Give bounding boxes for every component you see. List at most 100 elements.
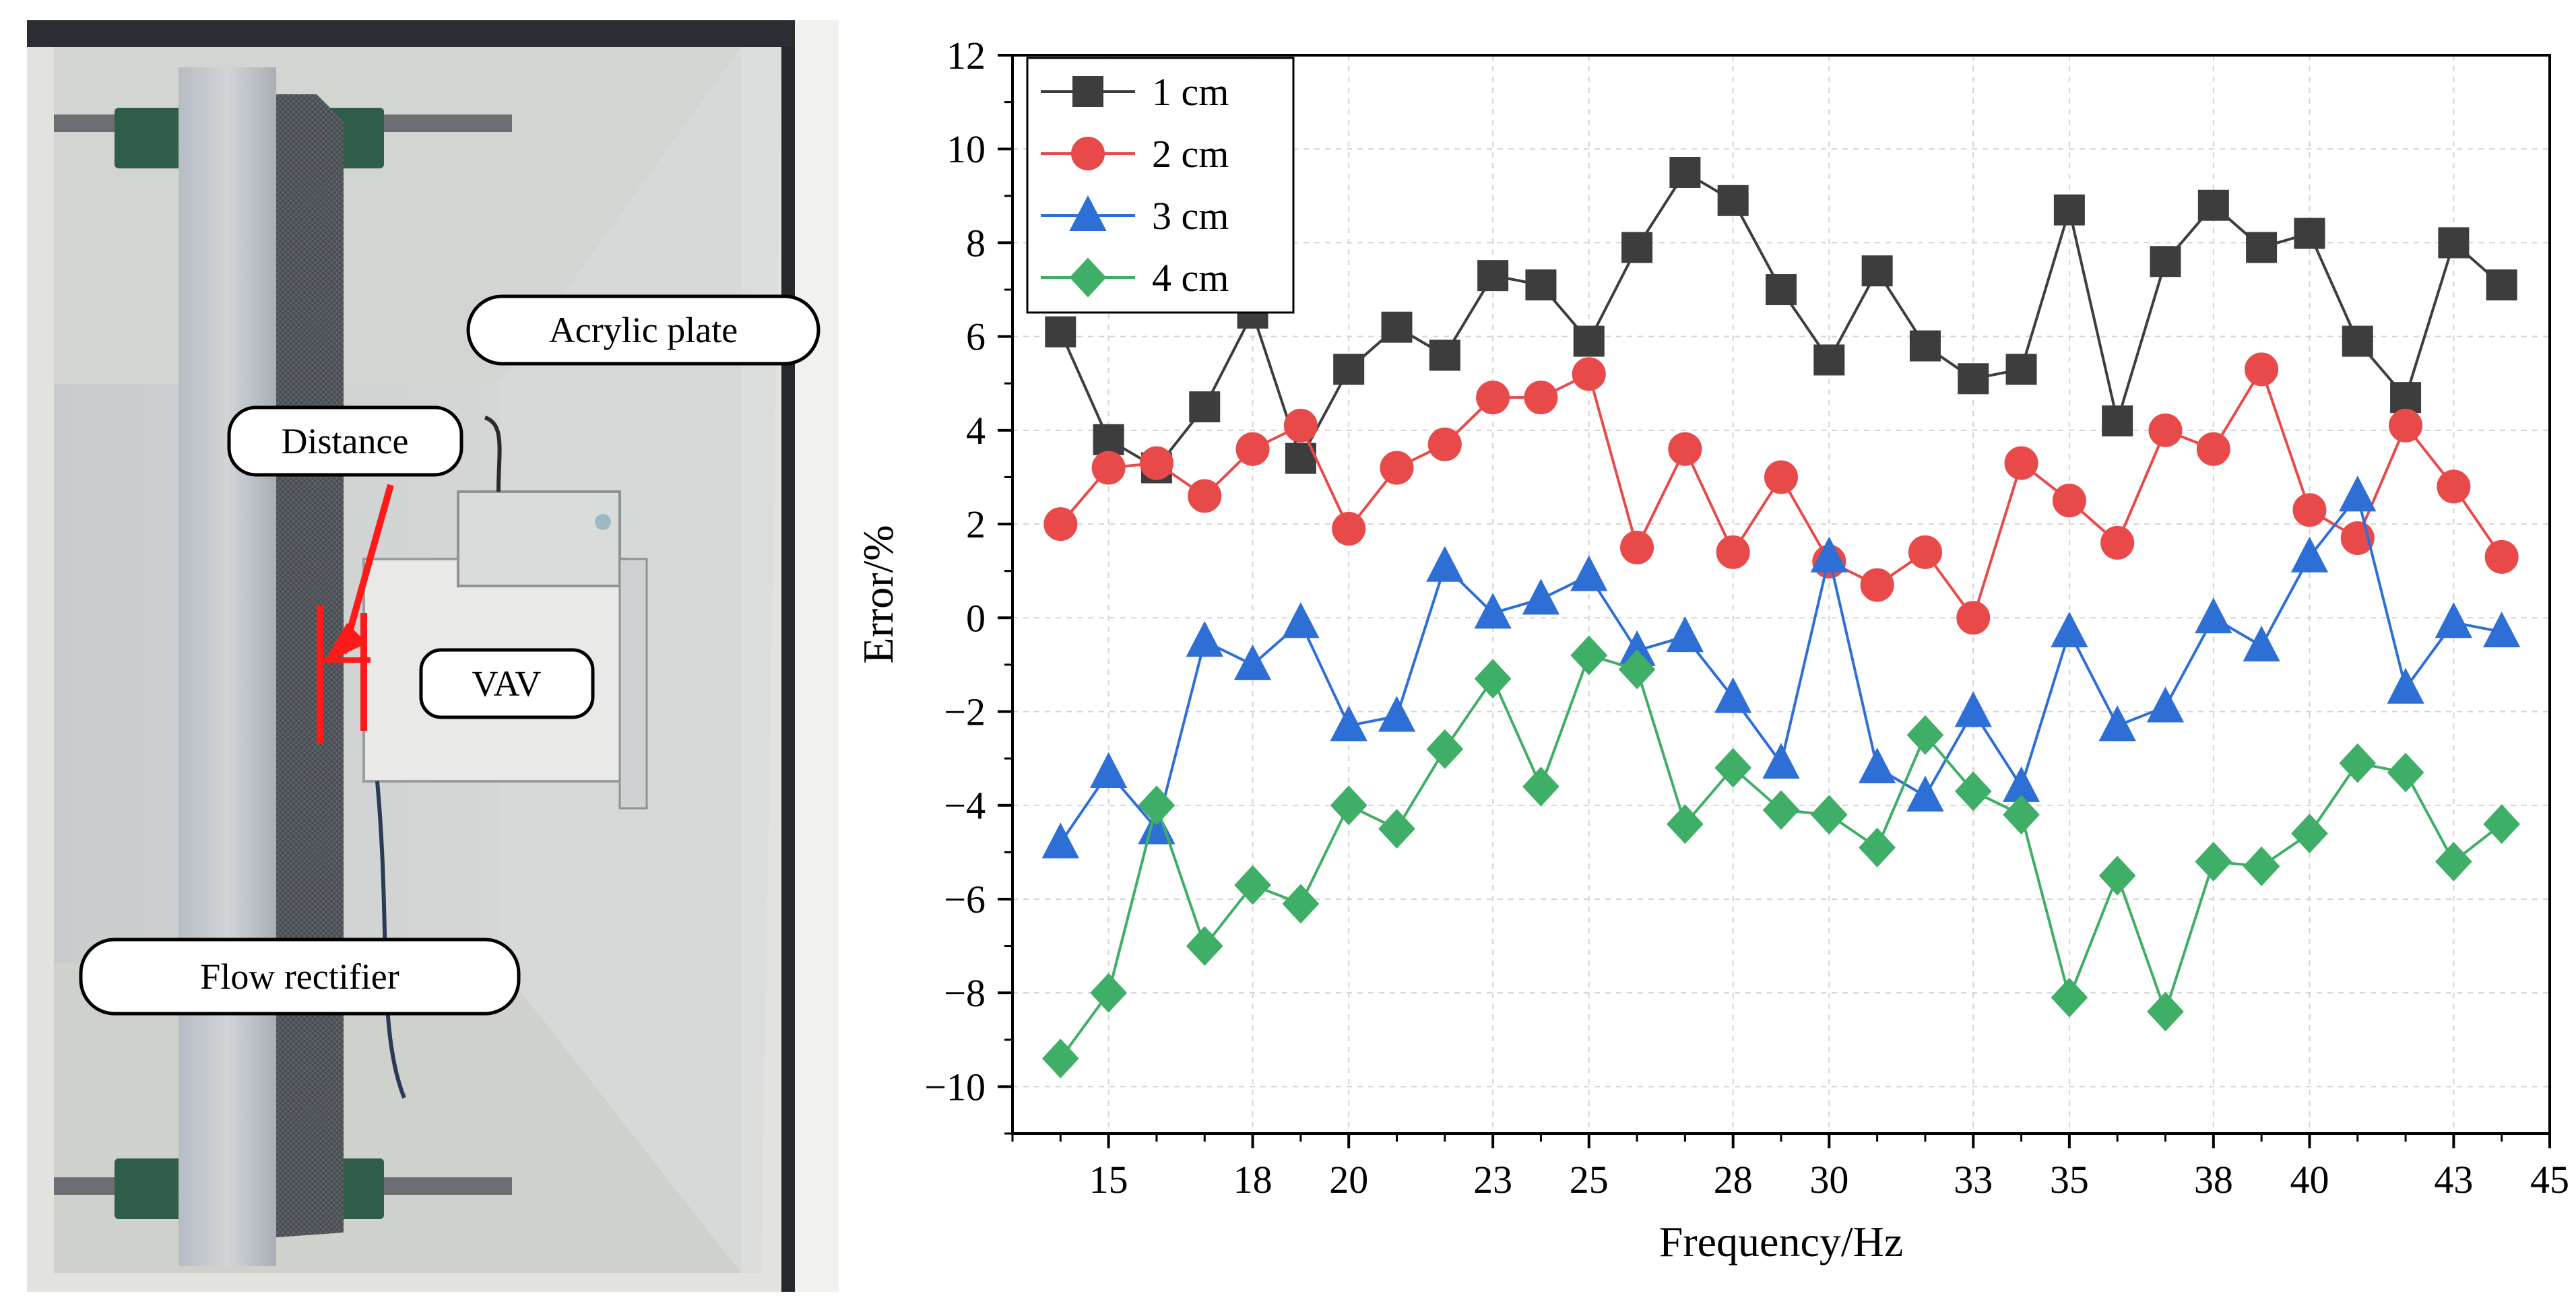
x-axis-label: Frequency/Hz	[1659, 1218, 1904, 1266]
data-point	[2195, 597, 2232, 634]
data-point	[2051, 977, 2088, 1018]
data-point	[1041, 822, 1079, 859]
y-tick-label: −6	[944, 878, 986, 921]
data-point	[2390, 382, 2422, 414]
data-point	[1090, 973, 1127, 1013]
vav-flange	[618, 558, 648, 810]
y-tick-label: 6	[966, 315, 986, 359]
data-point	[1522, 579, 1560, 615]
x-tick-label: 30	[1809, 1158, 1848, 1202]
data-point	[1570, 555, 1608, 591]
legend-marker	[1072, 76, 1103, 107]
data-point	[1282, 884, 1320, 924]
data-point	[1762, 742, 1800, 779]
legend-marker	[1069, 195, 1107, 231]
series-layer	[1041, 157, 2521, 1079]
data-point	[2098, 855, 2136, 896]
data-point	[1958, 363, 1989, 395]
data-point	[1618, 649, 1656, 690]
data-point	[1234, 865, 1271, 905]
svg-text:Flow rectifier: Flow rectifier	[200, 956, 399, 997]
series-2-cm	[1043, 352, 2519, 635]
legend-label: 3 cm	[1152, 194, 1229, 238]
data-point	[2290, 536, 2329, 572]
data-point	[2342, 325, 2373, 357]
legend-label: 4 cm	[1152, 256, 1229, 300]
data-point	[1714, 677, 1752, 713]
vav-indicator	[595, 514, 611, 530]
x-tick-label: 35	[2050, 1158, 2089, 1202]
label-vav: VAV	[419, 648, 595, 719]
data-point	[1235, 432, 1270, 466]
data-point	[1330, 785, 1367, 826]
data-point	[1954, 691, 1992, 727]
x-tick-label: 43	[2434, 1158, 2473, 1202]
data-point	[1620, 530, 1654, 564]
data-point	[2102, 405, 2133, 436]
data-point	[2243, 846, 2280, 886]
data-point	[1524, 381, 1558, 415]
data-point	[1093, 424, 1124, 455]
data-point	[1717, 185, 1749, 216]
rail-carriage-bottom-left	[115, 1158, 189, 1219]
legend-label: 2 cm	[1152, 132, 1229, 176]
label-distance: Distance	[227, 405, 463, 477]
data-point	[1283, 408, 1318, 442]
data-point	[1666, 616, 1704, 653]
data-point	[1089, 752, 1128, 789]
data-point	[1859, 827, 1896, 867]
data-point	[1378, 809, 1415, 849]
data-point	[1573, 325, 1605, 357]
x-tick-label: 25	[1570, 1158, 1609, 1202]
data-point	[2005, 354, 2037, 385]
data-point	[2197, 189, 2229, 221]
legend-label: 1 cm	[1152, 70, 1229, 114]
data-point	[1041, 1039, 1079, 1079]
x-tick-label: 40	[2290, 1158, 2329, 1202]
data-point	[1282, 602, 1320, 638]
data-point	[1766, 274, 1797, 306]
series-line	[1059, 653, 2503, 1059]
data-point	[1477, 260, 1509, 292]
legend: 1 cm 2 cm 3 cm 4 cm	[1026, 57, 1295, 314]
label-flow-rectifier: Flow rectifier	[79, 938, 521, 1016]
data-point	[2246, 232, 2278, 263]
data-point	[1906, 715, 1944, 755]
data-point	[1572, 357, 1606, 391]
error-chart: 15 18 20 23 25 28 30 33 35 38 40 43 45 −10 −8 −6 −4 −2 0 2 4…	[854, 34, 2569, 1266]
y-tick-label: 8	[966, 221, 986, 265]
data-point	[2053, 194, 2085, 226]
data-point	[1906, 775, 1944, 812]
series-4-cm	[1041, 635, 2521, 1079]
data-point	[2486, 269, 2517, 301]
data-point	[2339, 475, 2377, 512]
data-point	[2387, 752, 2424, 793]
data-point	[1333, 354, 1365, 385]
data-point	[2243, 625, 2280, 662]
data-point	[1091, 451, 1126, 485]
data-point	[2004, 446, 2038, 480]
y-tick-label: −2	[944, 690, 986, 734]
data-point	[2051, 612, 2088, 648]
data-point	[1522, 766, 1559, 807]
svg-text:Distance: Distance	[282, 421, 409, 461]
data-point	[1380, 451, 1414, 485]
data-point	[2484, 539, 2519, 574]
data-point	[2245, 352, 2279, 387]
data-point	[2146, 686, 2185, 723]
rail-carriage-top-left	[115, 108, 189, 168]
data-point	[2291, 814, 2328, 853]
data-point	[1860, 568, 1894, 602]
data-point	[2150, 246, 2181, 277]
data-point	[2052, 484, 2086, 518]
x-tick-label: 15	[1089, 1158, 1128, 1202]
x-tick-label: 38	[2194, 1158, 2233, 1202]
data-point	[2435, 841, 2472, 882]
data-point	[1570, 635, 1608, 676]
floor-strip	[795, 20, 839, 1292]
data-point	[2389, 408, 2423, 442]
data-point	[1668, 432, 1702, 466]
data-point	[1669, 157, 1701, 189]
apparatus-photo: Acrylic plate Distance VAV Flow rectifie…	[27, 20, 839, 1292]
data-point	[1908, 535, 1942, 569]
